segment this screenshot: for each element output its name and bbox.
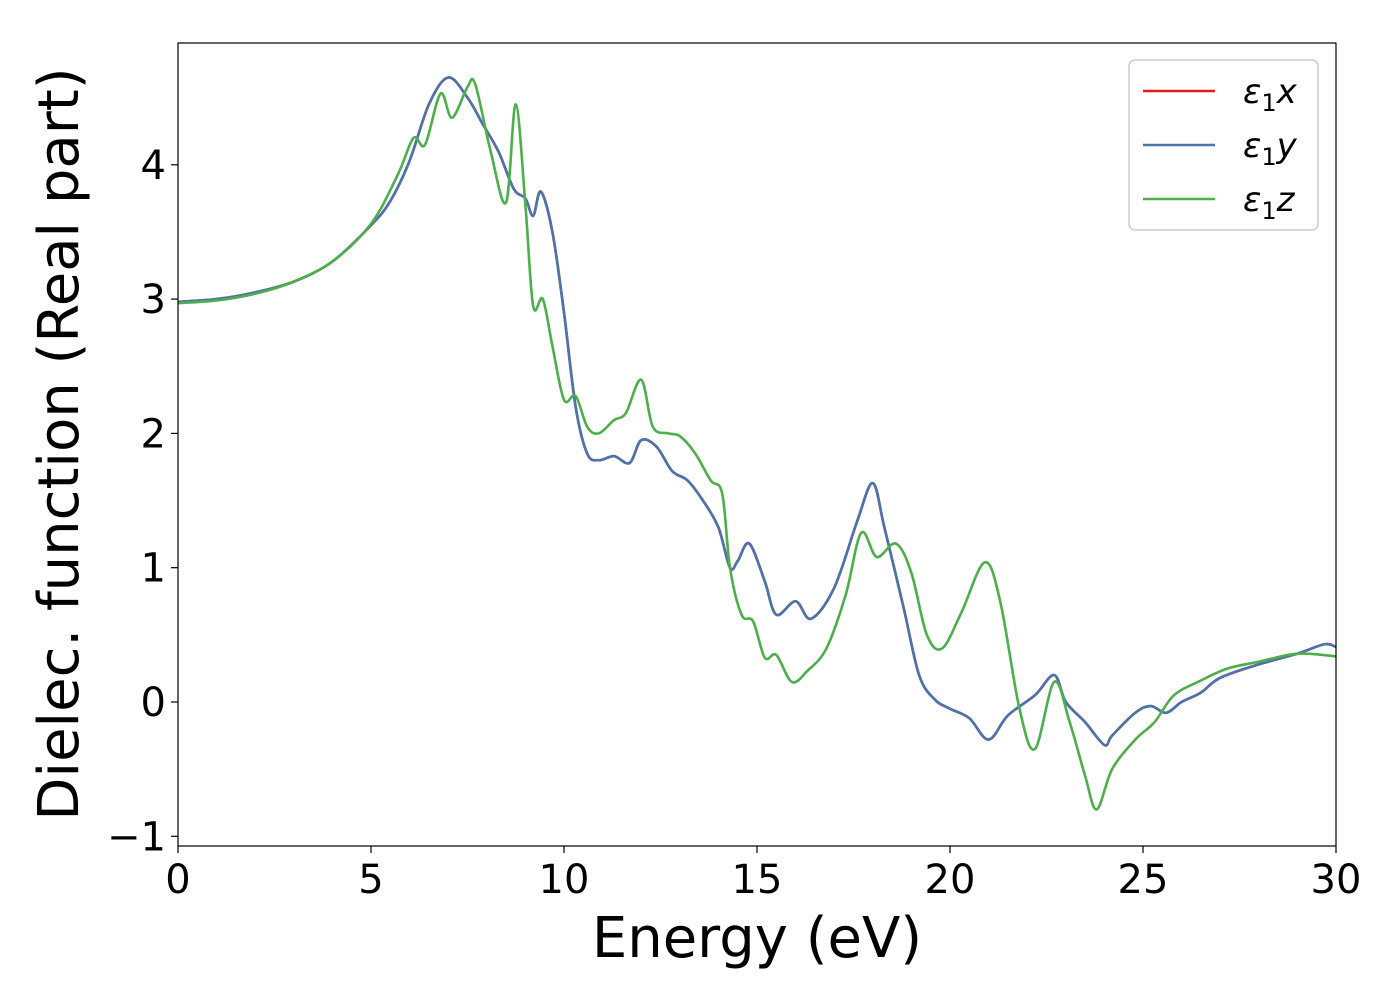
- legend: ε1x ε1y ε1z: [1128, 59, 1319, 231]
- x-tick-label: 30: [1311, 857, 1362, 903]
- legend-label: ε1x: [1243, 72, 1298, 117]
- y-tick-label: −1: [107, 814, 166, 860]
- legend-label: ε1y: [1243, 126, 1298, 171]
- y-axis-label: Dielec. function (Real part): [27, 67, 92, 820]
- x-tick-label: 0: [165, 857, 190, 903]
- legend-entry-eps1y: ε1y: [1143, 126, 1298, 171]
- x-tick-label: 5: [358, 857, 383, 903]
- y-tick-label: 3: [141, 277, 166, 323]
- series-line-eps1y: [178, 76, 1336, 747]
- legend-entry-eps1z: ε1z: [1143, 180, 1296, 225]
- x-tick-label: 15: [732, 857, 783, 903]
- x-tick-label: 20: [925, 857, 976, 903]
- y-tick-label: 2: [141, 411, 166, 457]
- x-axis-ticks: 0 5 10 15 20 25 30: [165, 846, 1361, 903]
- series-lines: [178, 76, 1336, 811]
- x-tick-label: 25: [1118, 857, 1169, 903]
- plot-frame: [177, 42, 1337, 847]
- y-tick-label: 4: [141, 143, 166, 189]
- legend-label: ε1z: [1243, 180, 1296, 225]
- legend-entry-eps1x: ε1x: [1143, 72, 1298, 117]
- y-tick-label: 1: [141, 546, 166, 592]
- y-axis-ticks: −1 0 1 2 3 4: [107, 143, 178, 860]
- x-tick-label: 10: [539, 857, 590, 903]
- x-axis-label: Energy (eV): [592, 906, 922, 971]
- y-tick-label: 0: [141, 680, 166, 726]
- legend-frame: [1128, 59, 1319, 231]
- series-line-eps1z: [178, 77, 1336, 811]
